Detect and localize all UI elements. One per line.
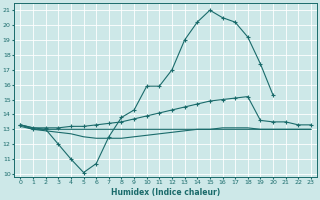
X-axis label: Humidex (Indice chaleur): Humidex (Indice chaleur) xyxy=(111,188,220,197)
